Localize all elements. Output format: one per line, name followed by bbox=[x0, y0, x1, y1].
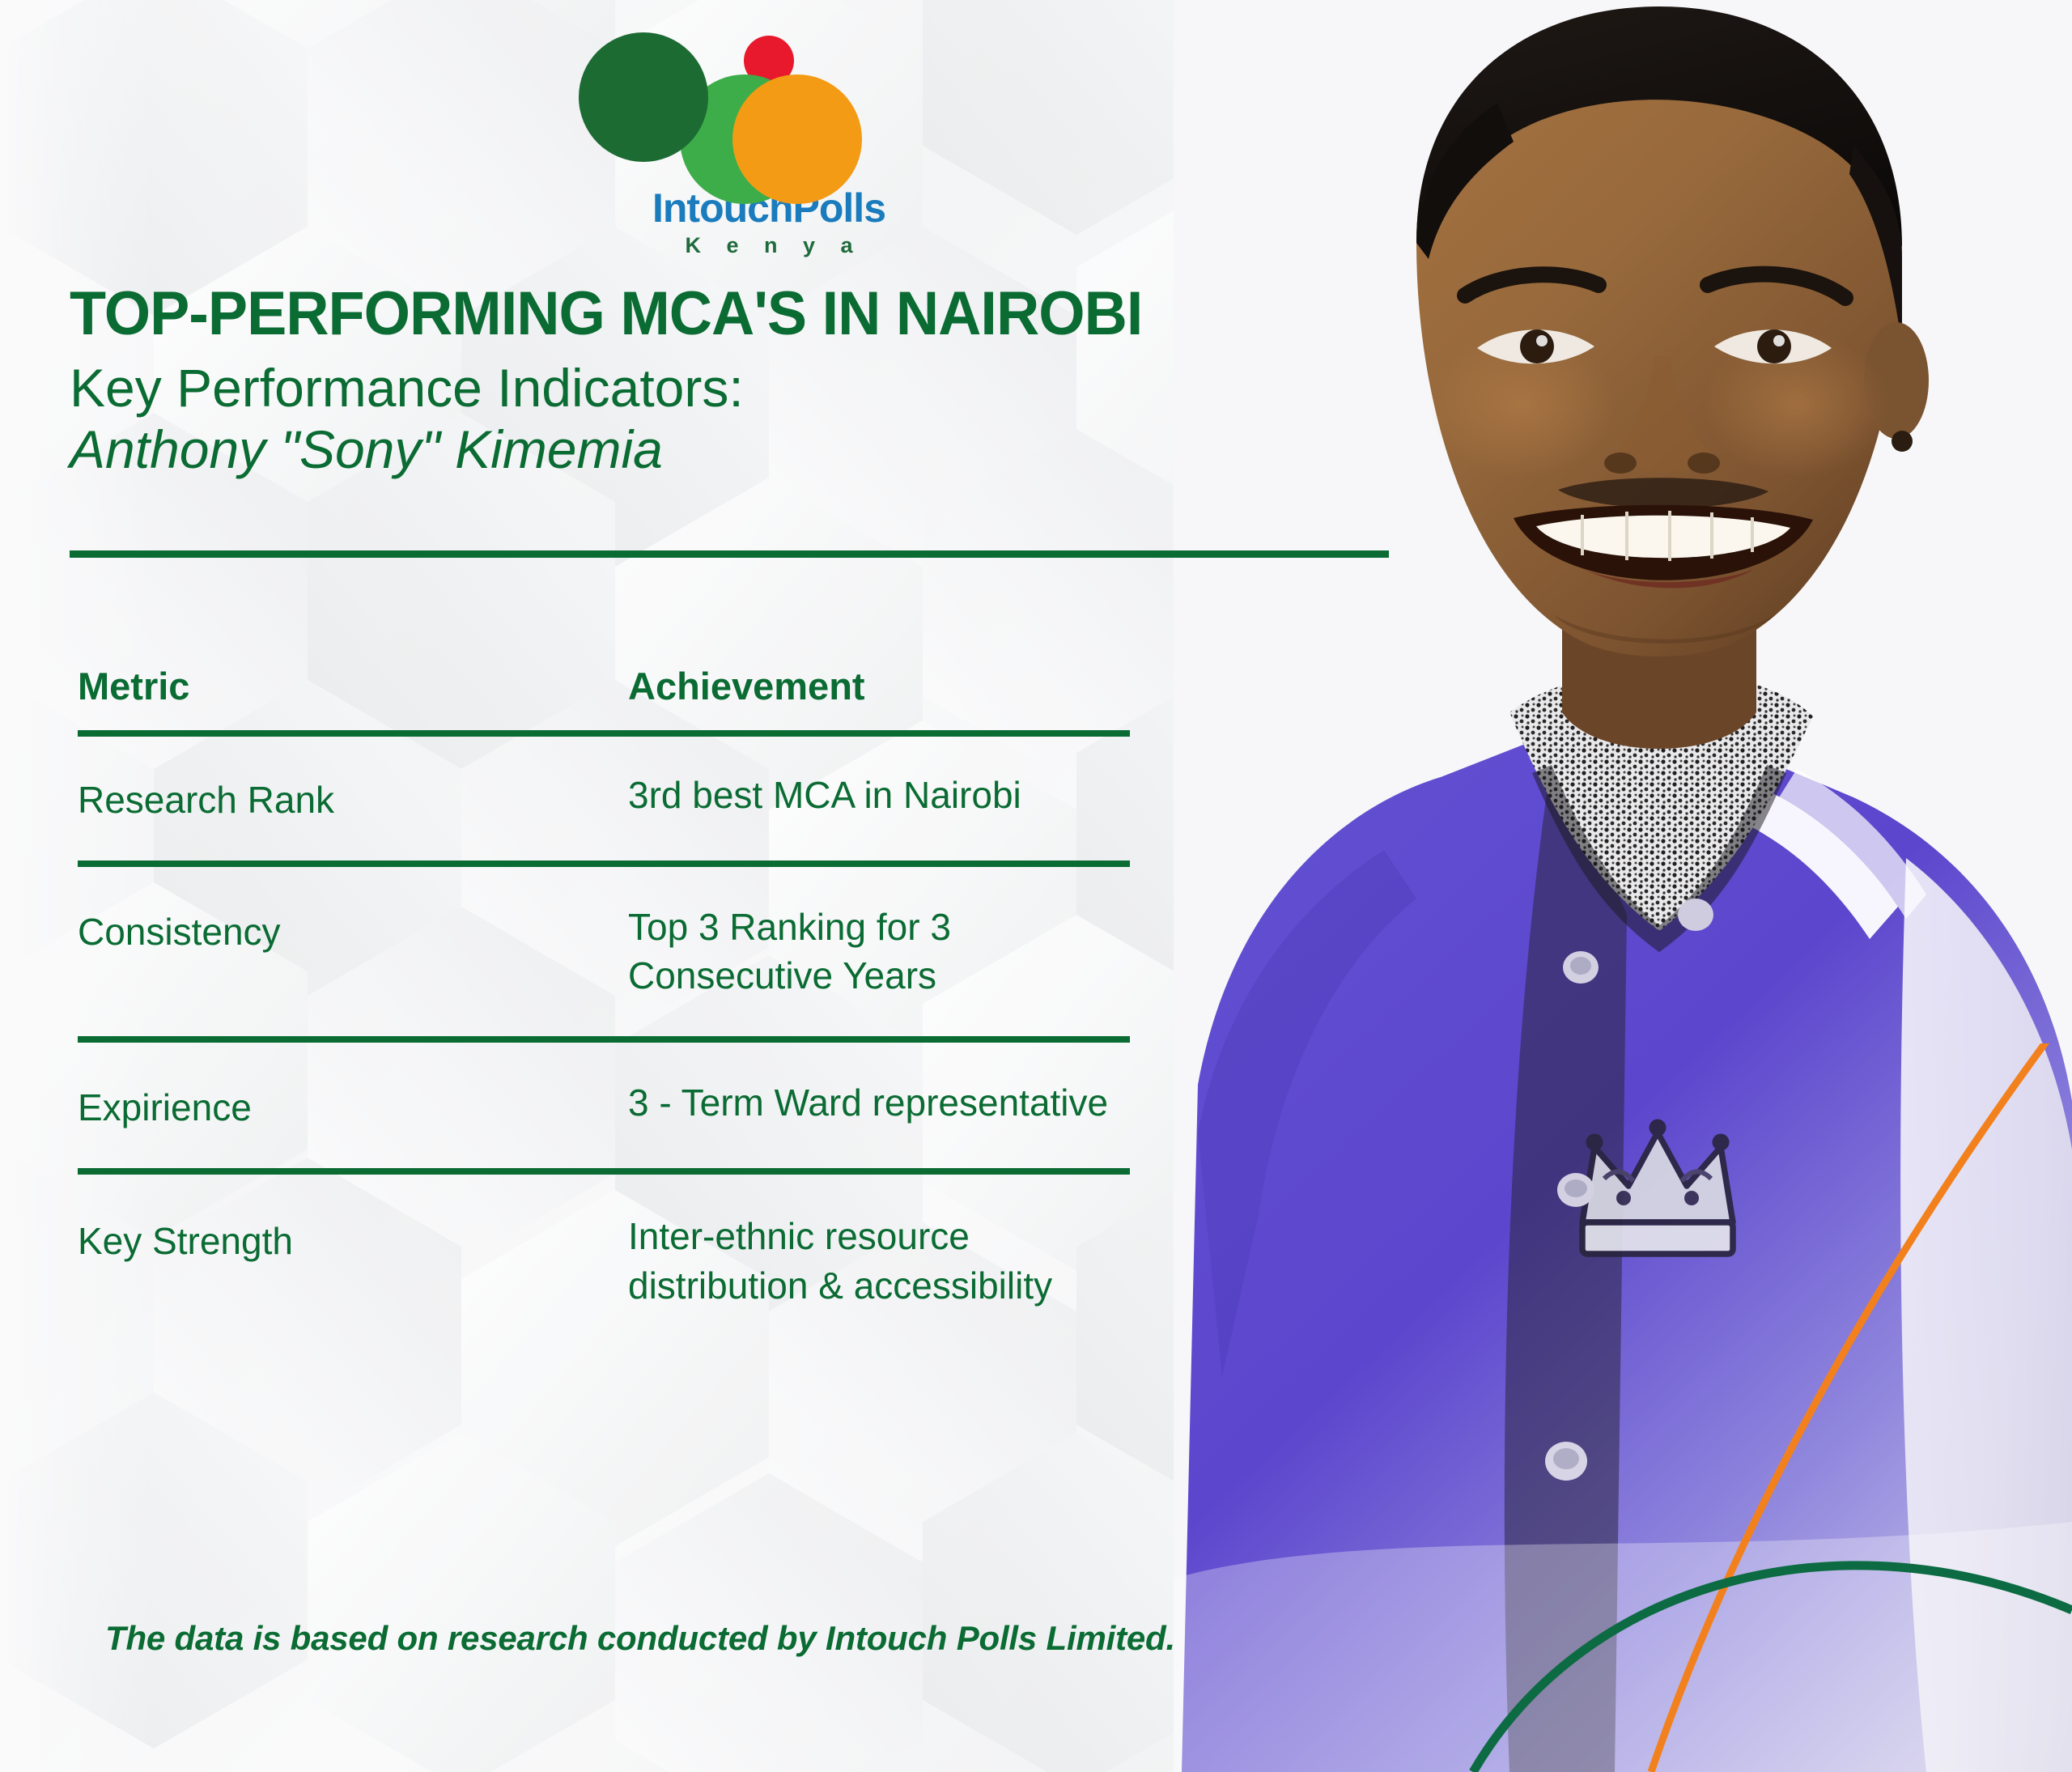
cell-achievement: 3rd best MCA in Nairobi bbox=[628, 774, 1021, 816]
table-header-row: Metric Achievement bbox=[78, 664, 1130, 730]
page-title: TOP-PERFORMING MCA'S IN NAIROBI bbox=[70, 279, 1143, 348]
column-header-achievement: Achievement bbox=[628, 665, 865, 708]
table-divider-3 bbox=[78, 1167, 1130, 1175]
logo-subtext: K e n y a bbox=[685, 233, 863, 257]
subtitle-person-name: Anthony "Sony" Kimemia bbox=[70, 419, 663, 479]
table-divider-1 bbox=[78, 860, 1130, 867]
table-row: Research Rank 3rd best MCA in Nairobi bbox=[78, 737, 1130, 861]
cell-metric: Key Strength bbox=[78, 1219, 293, 1262]
column-header-metric: Metric bbox=[78, 665, 190, 708]
cell-achievement: Inter-ethnic resource distribution & acc… bbox=[628, 1214, 1053, 1307]
cell-metric: Consistency bbox=[78, 910, 281, 953]
header-block: TOP-PERFORMING MCA'S IN NAIROBI Key Perf… bbox=[70, 282, 1397, 481]
cell-achievement: Top 3 Ranking for 3 Consecutive Years bbox=[628, 905, 951, 997]
subtitle-kpi-label: Key Performance Indicators: bbox=[70, 357, 744, 418]
table-row: Expirience 3 - Term Ward representative bbox=[78, 1043, 1130, 1168]
footer-disclaimer: The data is based on research conducted … bbox=[105, 1619, 1175, 1657]
table-divider-header bbox=[78, 730, 1130, 737]
kpi-table: Metric Achievement Research Rank 3rd bes… bbox=[78, 664, 1130, 1342]
portrait-photo bbox=[1174, 0, 2072, 1772]
cell-achievement: 3 - Term Ward representative bbox=[628, 1081, 1109, 1124]
logo-orange-circle-icon bbox=[732, 74, 862, 204]
table-row: Key Strength Inter-ethnic resource distr… bbox=[78, 1175, 1130, 1342]
table-divider-2 bbox=[78, 1036, 1130, 1043]
cell-metric: Expirience bbox=[78, 1086, 252, 1129]
cell-metric: Research Rank bbox=[78, 779, 335, 821]
table-row: Consistency Top 3 Ranking for 3 Consecut… bbox=[78, 867, 1130, 1036]
logo-venn-icon bbox=[579, 32, 906, 204]
title-divider bbox=[70, 550, 1389, 558]
brand-logo: IntouchPolls K e n y a bbox=[579, 32, 906, 258]
